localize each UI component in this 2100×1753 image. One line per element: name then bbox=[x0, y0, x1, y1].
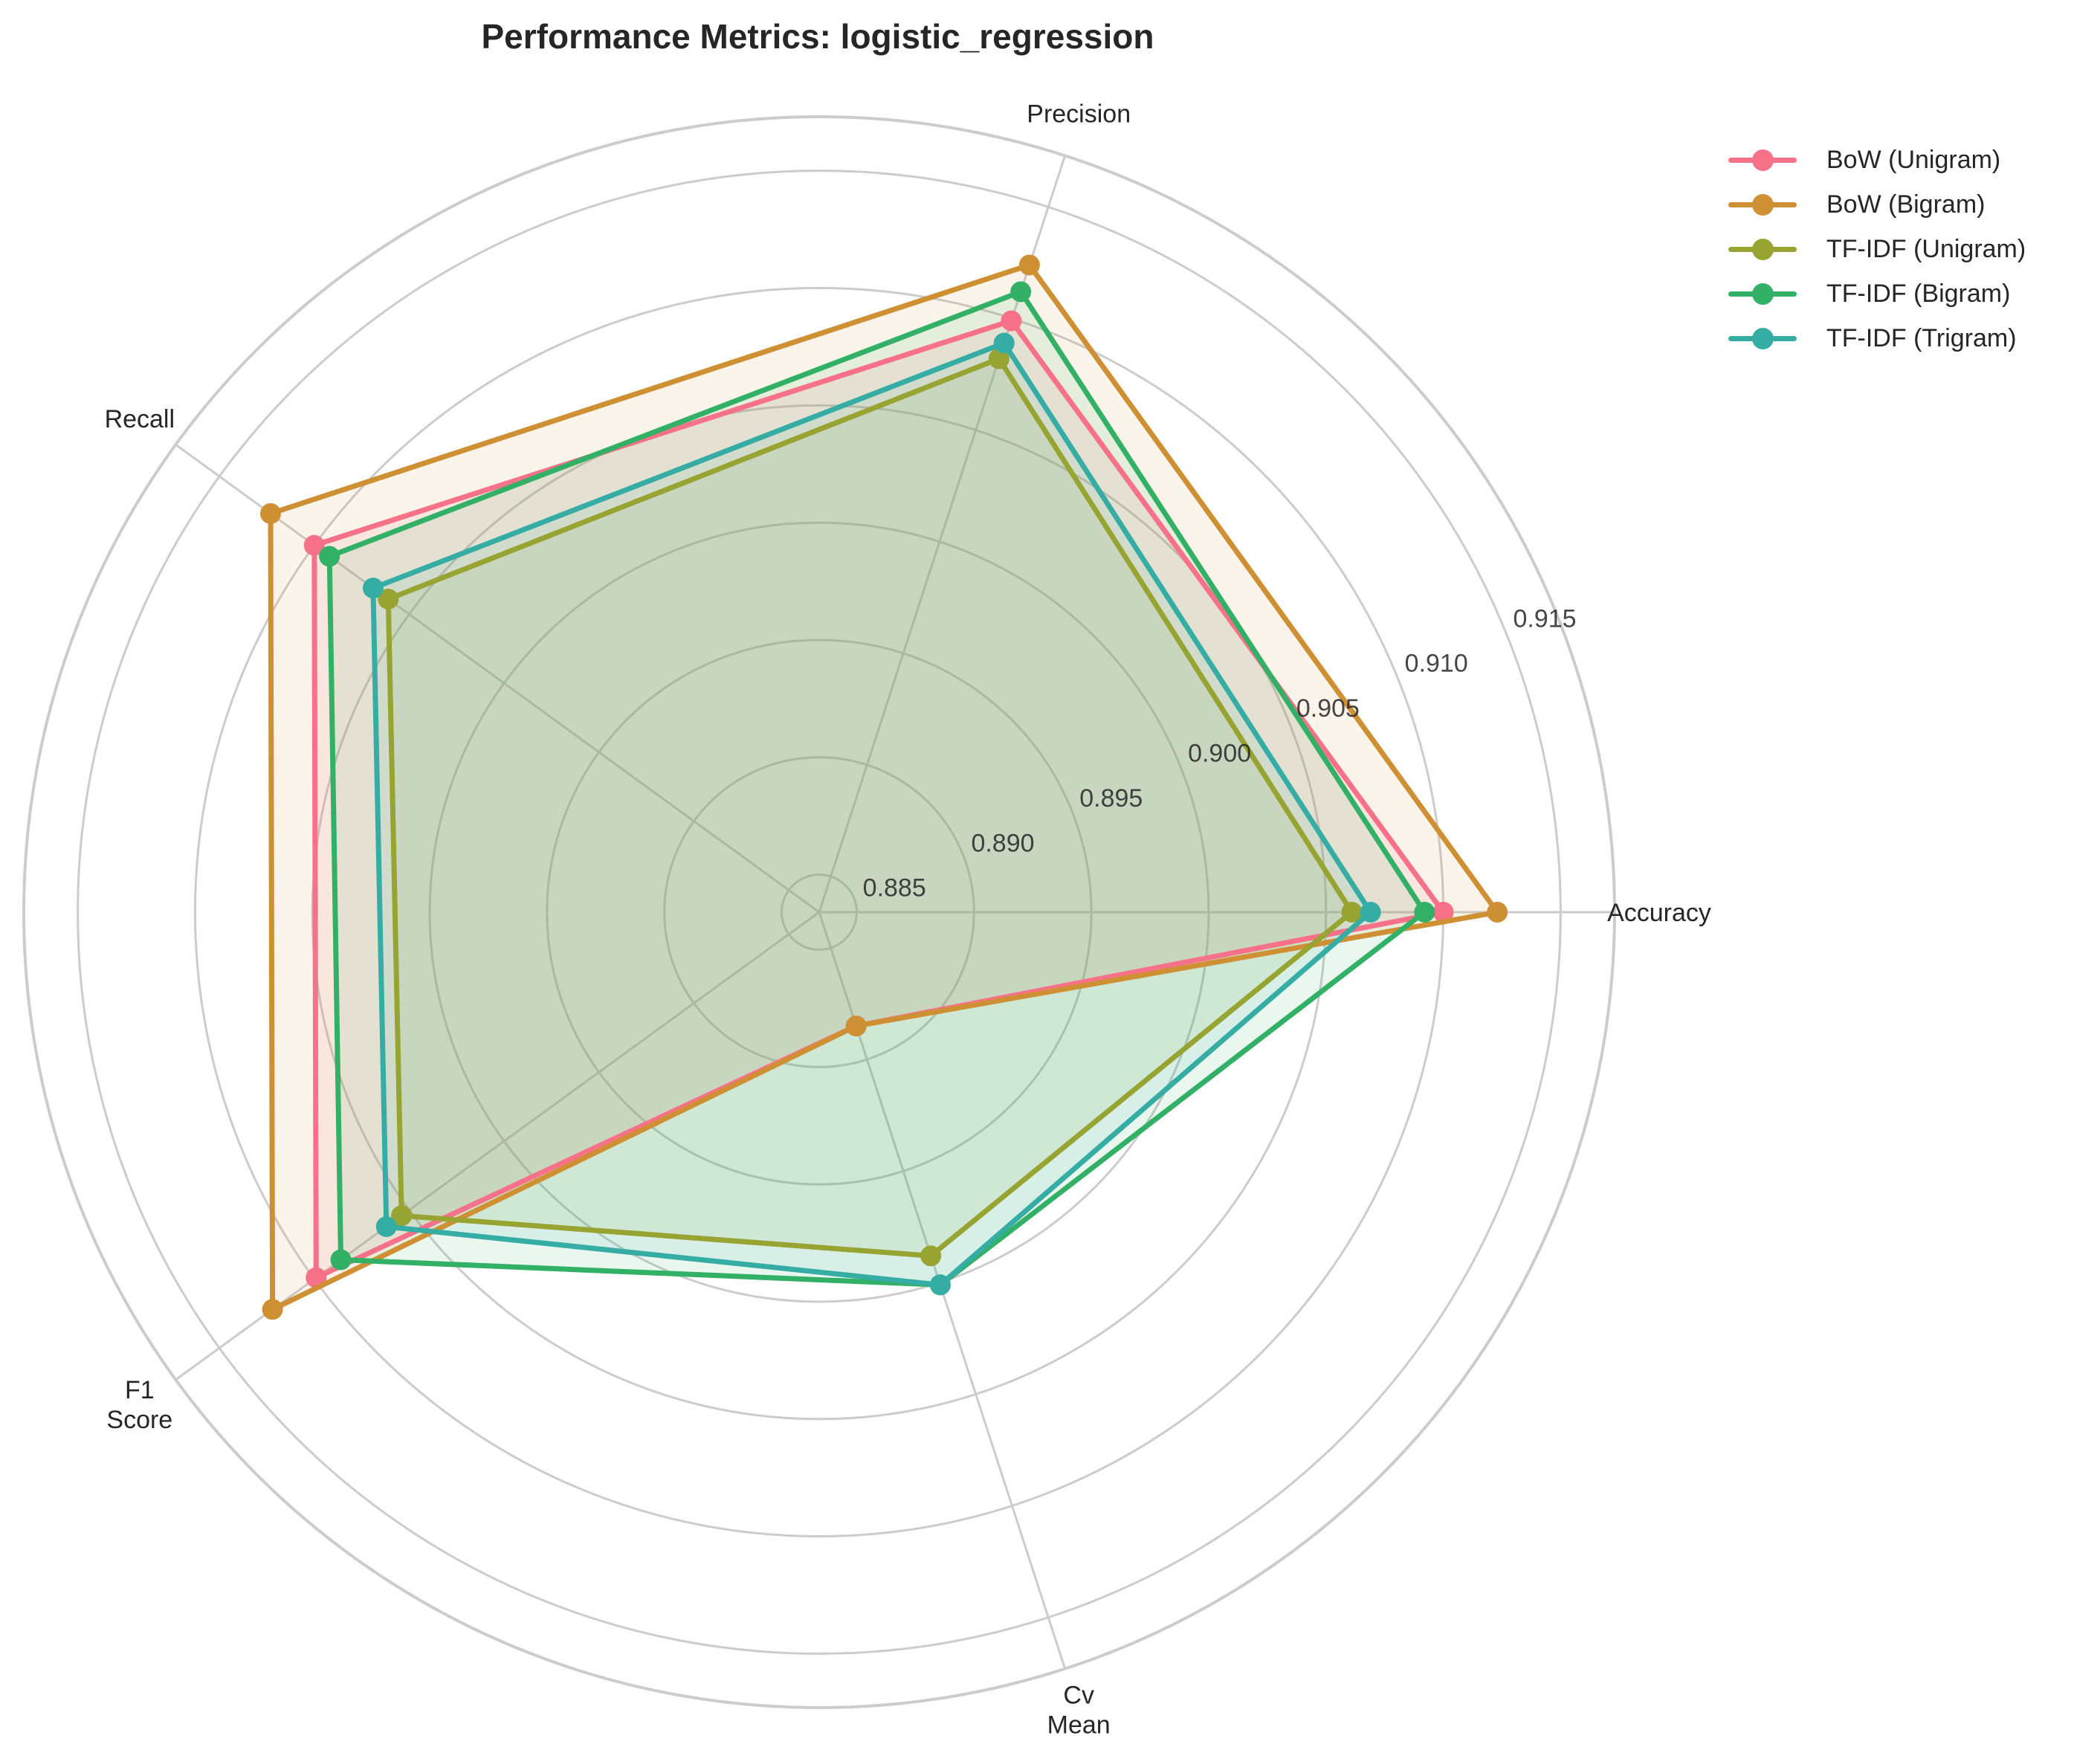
radar-series bbox=[260, 254, 1508, 1320]
chart-title: Performance Metrics: logistic_regression bbox=[481, 17, 1154, 56]
data-point bbox=[988, 348, 1009, 369]
legend-marker-icon bbox=[1728, 193, 1797, 216]
legend-marker-icon bbox=[1728, 327, 1797, 349]
legend: BoW (Unigram) BoW (Bigram) TF-IDF (Unigr… bbox=[1728, 138, 2026, 361]
legend-label: TF-IDF (Trigram) bbox=[1826, 323, 2017, 352]
axis-label-precision: Precision bbox=[1027, 100, 1131, 128]
series-tf-idf-trigram bbox=[362, 332, 1381, 1296]
data-point bbox=[929, 1274, 951, 1296]
series-line bbox=[385, 356, 1354, 1259]
series-fill bbox=[314, 320, 1444, 1278]
series-line bbox=[268, 262, 1500, 1312]
data-point bbox=[260, 503, 282, 524]
data-point bbox=[1432, 902, 1454, 923]
series-fill bbox=[329, 291, 1425, 1285]
data-point bbox=[1018, 254, 1040, 276]
series-fill bbox=[372, 343, 1371, 1285]
series-tf-idf-bigram bbox=[319, 281, 1435, 1296]
legend-item-bow-bigram: BoW (Bigram) bbox=[1728, 182, 2026, 227]
data-point bbox=[1341, 902, 1363, 923]
data-point bbox=[375, 1216, 397, 1237]
radial-tick-label: 0.900 bbox=[1188, 739, 1251, 767]
radial-tick-label: 0.885 bbox=[863, 874, 926, 903]
data-point bbox=[391, 1205, 413, 1227]
data-point bbox=[303, 535, 325, 556]
data-point bbox=[330, 1249, 352, 1271]
data-point bbox=[362, 578, 384, 599]
radial-tick-label: 0.890 bbox=[971, 829, 1034, 857]
legend-label: TF-IDF (Bigram) bbox=[1826, 279, 2011, 308]
data-point bbox=[1001, 310, 1022, 332]
grid-spoke bbox=[175, 443, 820, 914]
data-point bbox=[319, 546, 340, 567]
radial-tick-label: 0.895 bbox=[1079, 784, 1143, 813]
radial-tick-label: 0.905 bbox=[1296, 694, 1360, 723]
legend-marker-icon bbox=[1728, 283, 1797, 305]
axis-labels: Accuracy Precision Recall F1 Score Cv Mean bbox=[105, 100, 1711, 1739]
legend-marker-icon bbox=[1728, 238, 1797, 260]
data-point bbox=[1414, 902, 1435, 923]
series-line bbox=[326, 289, 1427, 1288]
grid-spoke bbox=[818, 155, 1067, 913]
radial-tick-label: 0.915 bbox=[1513, 604, 1576, 633]
legend-item-tfidf-trigram: TF-IDF (Trigram) bbox=[1728, 316, 2026, 361]
legend-label: BoW (Bigram) bbox=[1826, 190, 1986, 219]
axis-label-cv-mean: Cv Mean bbox=[1047, 1682, 1111, 1740]
legend-item-tfidf-unigram: TF-IDF (Unigram) bbox=[1728, 227, 2026, 271]
data-point bbox=[262, 1299, 283, 1320]
data-point bbox=[378, 588, 399, 610]
radial-tick-labels: 0.885 0.890 0.895 0.900 0.905 0.910 0.915 bbox=[863, 604, 1577, 902]
axis-label-recall: Recall bbox=[105, 405, 175, 433]
radial-tick-label: 0.910 bbox=[1405, 650, 1468, 678]
data-point bbox=[1487, 902, 1508, 923]
series-fill bbox=[388, 358, 1352, 1256]
axis-label-accuracy: Accuracy bbox=[1607, 899, 1711, 927]
series-tf-idf-unigram bbox=[378, 348, 1363, 1267]
legend-label: TF-IDF (Unigram) bbox=[1826, 234, 2026, 263]
legend-item-bow-unigram: BoW (Unigram) bbox=[1728, 138, 2026, 182]
legend-label: BoW (Unigram) bbox=[1826, 145, 2001, 174]
data-point bbox=[1010, 281, 1032, 303]
series-bow-bigram bbox=[260, 254, 1508, 1320]
legend-item-tfidf-bigram: TF-IDF (Bigram) bbox=[1728, 271, 2026, 316]
series-line bbox=[370, 340, 1374, 1288]
axis-label-f1-score: F1 Score bbox=[106, 1376, 172, 1434]
data-point bbox=[920, 1245, 942, 1267]
data-point bbox=[845, 1016, 867, 1037]
data-point bbox=[993, 332, 1015, 354]
legend-marker-icon bbox=[1728, 149, 1797, 171]
data-point bbox=[1360, 902, 1381, 923]
